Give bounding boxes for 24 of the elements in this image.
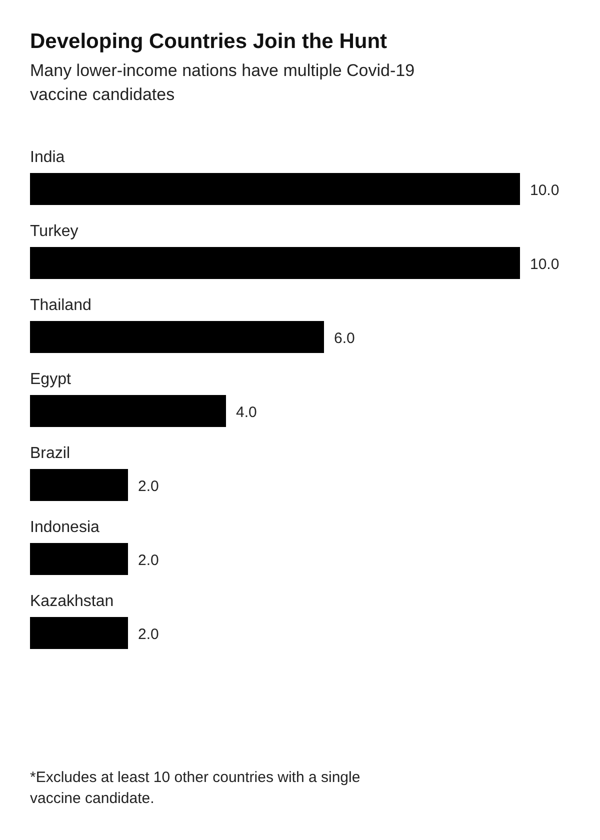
bar xyxy=(30,469,128,501)
y-tick-label: Kazakhstan xyxy=(30,593,114,610)
data-label: 10.0 xyxy=(530,182,560,199)
bar xyxy=(30,247,520,279)
data-label: 2.0 xyxy=(138,626,159,643)
bar xyxy=(30,395,226,427)
bar xyxy=(30,173,520,205)
bar xyxy=(30,321,324,353)
y-tick-label: India xyxy=(30,149,65,166)
data-label: 10.0 xyxy=(530,256,560,273)
y-tick-label: Egypt xyxy=(30,371,72,388)
chart-title: Developing Countries Join the Hunt xyxy=(30,30,388,53)
data-label: 2.0 xyxy=(138,478,159,495)
chart-subtitle: Many lower-income nations have multiple Covid-19 vaccine candidates xyxy=(30,61,415,104)
y-tick-label: Turkey xyxy=(30,223,78,240)
bar xyxy=(30,617,128,649)
data-label: 6.0 xyxy=(334,330,355,347)
text: *Excludes at least 10 other countries with a single vaccine candidate. xyxy=(30,769,360,807)
y-tick-label: Indonesia xyxy=(30,519,100,536)
data-label: 2.0 xyxy=(138,552,159,569)
data-label: 4.0 xyxy=(236,404,257,421)
y-tick-label: Brazil xyxy=(30,445,70,462)
y-tick-label: Thailand xyxy=(30,297,92,314)
bar xyxy=(30,543,128,575)
